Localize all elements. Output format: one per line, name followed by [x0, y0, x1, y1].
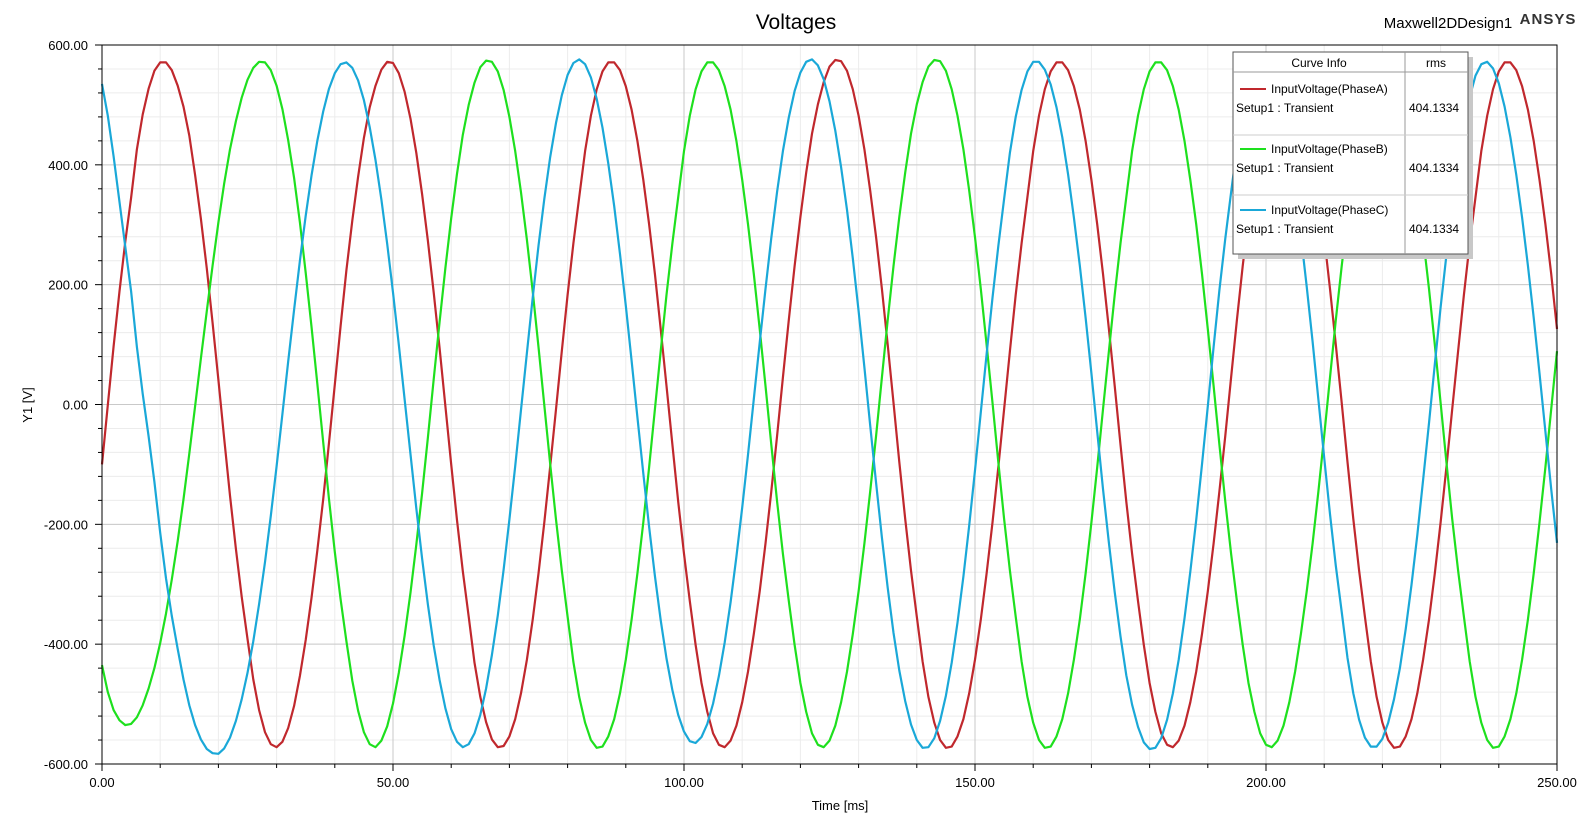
- x-tick-label: 50.00: [377, 775, 410, 790]
- legend-box: [1232, 51, 1469, 255]
- legend-setup: Setup1 : Transient: [1236, 222, 1334, 236]
- design-name: Maxwell2DDesign1: [1384, 15, 1512, 32]
- legend-rms-value: 404.1334: [1409, 101, 1459, 115]
- x-axis-label: Time [ms]: [812, 798, 869, 813]
- chart-title: Voltages: [756, 11, 837, 34]
- legend-series-name: InputVoltage(PhaseB): [1271, 142, 1388, 156]
- x-tick-label: 200.00: [1246, 775, 1286, 790]
- legend-setup: Setup1 : Transient: [1236, 101, 1334, 115]
- x-tick-label: 150.00: [955, 775, 995, 790]
- x-tick-label: 0.00: [89, 775, 114, 790]
- y-tick-label: 600.00: [48, 38, 88, 53]
- legend-rms-value: 404.1334: [1409, 161, 1459, 175]
- brand-logo: ANSYS: [1520, 11, 1577, 28]
- x-tick-label: 250.00: [1537, 775, 1577, 790]
- series-line-inputvoltage-phasec-[interactable]: [100, 58, 1559, 755]
- x-tick-label: 100.00: [664, 775, 704, 790]
- y-tick-label: 200.00: [48, 278, 88, 293]
- legend-setup: Setup1 : Transient: [1236, 161, 1334, 175]
- y-tick-label: -600.00: [44, 757, 88, 772]
- series-line-inputvoltage-phaseb-[interactable]: [100, 58, 1559, 749]
- legend-series-name: InputVoltage(PhaseC): [1271, 203, 1388, 217]
- y-axis-label: Y1 [V]: [20, 387, 35, 422]
- y-tick-label: -200.00: [44, 517, 88, 532]
- y-tick-label: -400.00: [44, 637, 88, 652]
- legend-header-curve-info: Curve Info: [1291, 56, 1347, 70]
- legend-rms-value: 404.1334: [1409, 222, 1459, 236]
- x-axis: 0.00 50.00 100.00 150.00 200.00 250.00: [89, 764, 1577, 790]
- y-tick-label: 400.00: [48, 158, 88, 173]
- legend[interactable]: Curve Info rms InputVoltage(PhaseA) Setu…: [1232, 51, 1473, 259]
- y-tick-label: 0.00: [63, 398, 88, 413]
- legend-series-name: InputVoltage(PhaseA): [1271, 82, 1388, 96]
- legend-header-rms: rms: [1426, 56, 1446, 70]
- y-axis: 600.00 400.00 200.00 0.00 -200.00 -400.00 -600…: [44, 38, 102, 772]
